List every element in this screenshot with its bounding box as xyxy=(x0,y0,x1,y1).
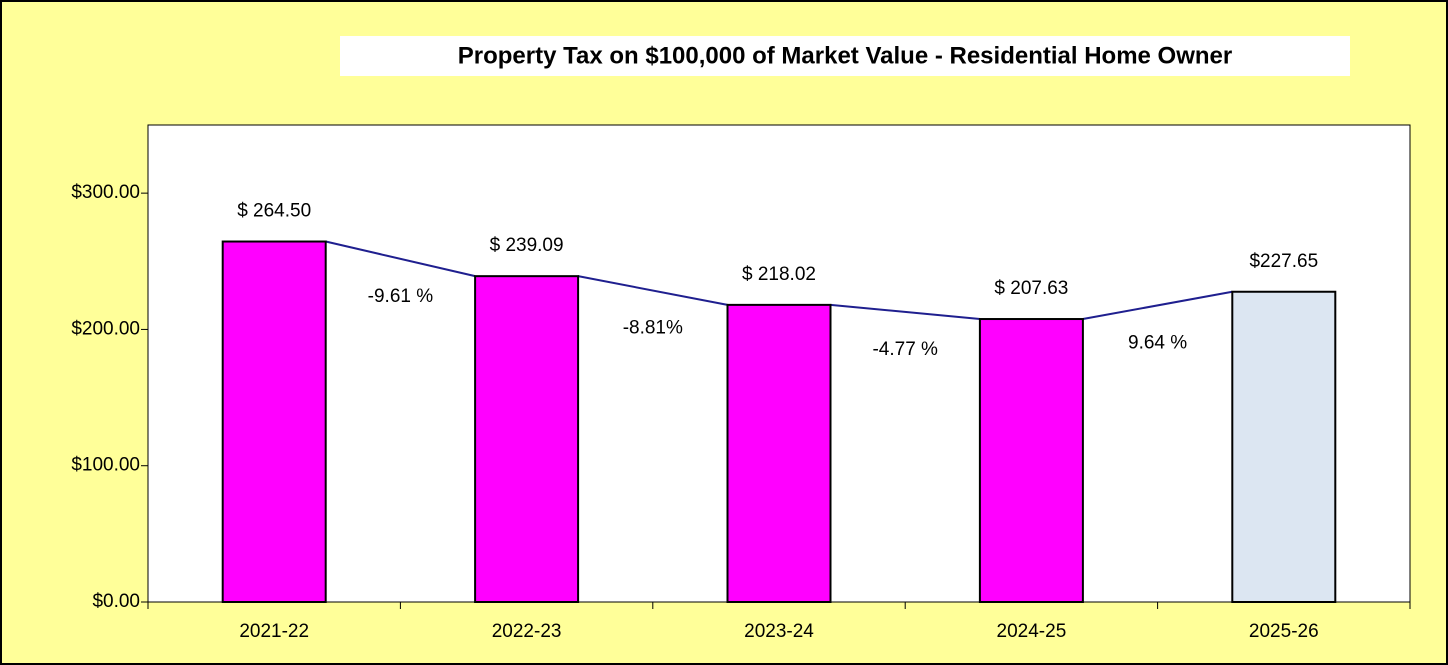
y-tick-label: $0.00 xyxy=(92,591,140,612)
y-tick-label: $200.00 xyxy=(71,318,140,339)
data-label: $ 218.02 xyxy=(742,264,816,285)
title-box xyxy=(340,36,1350,76)
trend-line xyxy=(1082,290,1233,321)
data-label: $227.65 xyxy=(1249,251,1318,272)
x-tick-label: 2023-24 xyxy=(744,621,814,642)
bar xyxy=(474,275,580,603)
bar xyxy=(978,318,1084,603)
data-label: $ 239.09 xyxy=(490,235,564,256)
y-tick-label: $100.00 xyxy=(71,455,140,476)
change-label: 9.64 % xyxy=(1128,332,1187,353)
change-label: -4.77 % xyxy=(872,339,938,360)
bar xyxy=(221,240,327,603)
trend-line xyxy=(325,240,476,278)
x-tick-label: 2024-25 xyxy=(997,621,1067,642)
data-label: $ 207.63 xyxy=(994,278,1068,299)
x-tick-label: 2025-26 xyxy=(1249,621,1319,642)
y-tick-label: $300.00 xyxy=(71,182,140,203)
x-tick-label: 2021-22 xyxy=(239,621,309,642)
bar xyxy=(1231,290,1337,603)
trend-line xyxy=(577,275,728,306)
x-tick-label: 2022-23 xyxy=(492,621,562,642)
change-label: -8.81% xyxy=(623,318,683,339)
chart-title: Property Tax on $100,000 of Market Value… xyxy=(458,42,1233,69)
trend-line xyxy=(830,303,980,321)
change-label: -9.61 % xyxy=(368,286,434,307)
bar xyxy=(726,303,832,603)
data-label: $ 264.50 xyxy=(237,201,311,222)
